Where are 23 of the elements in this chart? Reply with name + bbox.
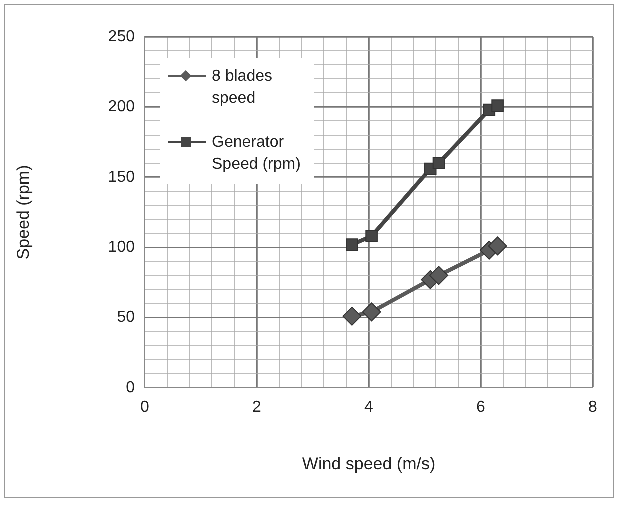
y-tick-label: 250 [108, 28, 136, 46]
y-tick-label: 100 [108, 239, 136, 256]
x-axis-title: Wind speed (m/s) [302, 454, 436, 474]
legend-label: Generator Speed (rpm) [212, 134, 301, 173]
x-tick-label: 8 [588, 399, 598, 416]
y-axis-title: Speed (rpm) [14, 165, 33, 260]
x-tick-label: 4 [364, 399, 374, 416]
point [488, 236, 508, 256]
point [492, 100, 504, 112]
y-tick-label: 0 [126, 379, 136, 396]
x-tick-label: 2 [252, 399, 262, 416]
point [430, 266, 448, 286]
y-tick-label: 150 [108, 168, 136, 186]
point [362, 302, 382, 322]
x-tick-label: 0 [140, 399, 150, 416]
point [432, 157, 446, 170]
point [366, 230, 378, 243]
y-tick-label: 200 [108, 98, 136, 116]
point [342, 306, 362, 326]
point [346, 238, 358, 251]
y-tick-label: 50 [117, 309, 136, 326]
legend-label: 8 blades speed [212, 68, 272, 107]
x-tick-label: 6 [476, 399, 486, 416]
